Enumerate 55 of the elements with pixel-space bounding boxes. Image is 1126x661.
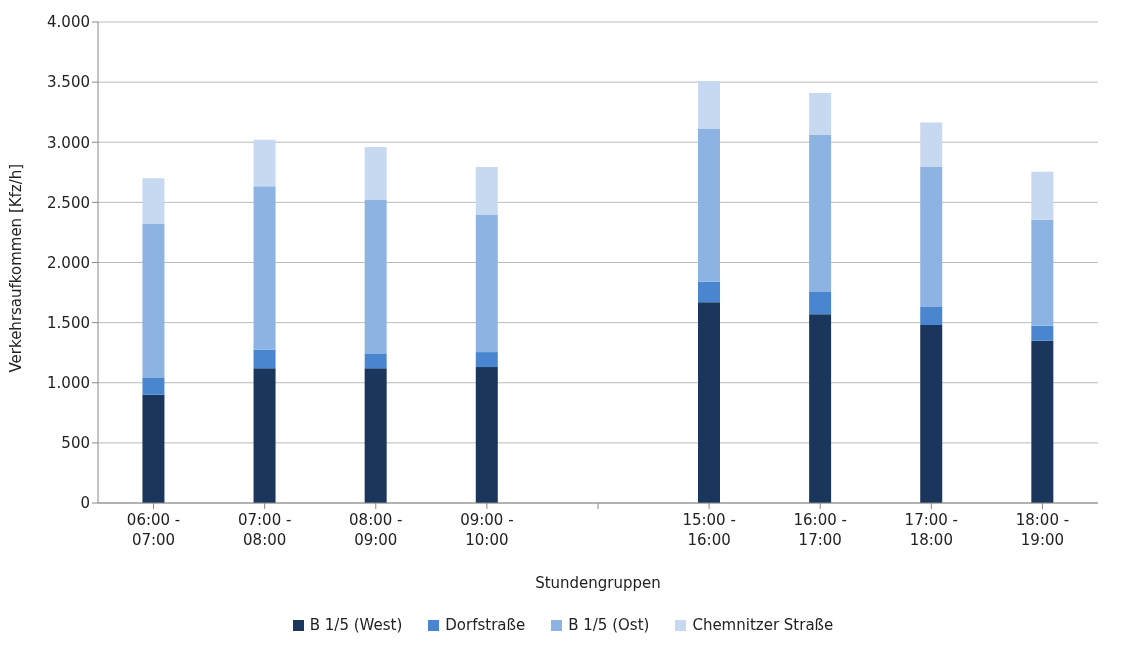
y-tick-label: 3.500	[47, 73, 90, 92]
bar	[698, 80, 720, 130]
bar	[475, 166, 498, 215]
y-tick-label: 1.000	[47, 374, 90, 393]
bar	[698, 281, 720, 303]
bar	[253, 139, 276, 187]
bar	[475, 215, 498, 353]
y-tick-label: 2.000	[47, 253, 90, 272]
bar	[364, 368, 387, 503]
bar	[142, 178, 165, 225]
x-tick-label: 16:00 - 17:00	[793, 511, 847, 549]
bar	[809, 92, 832, 136]
bar	[920, 122, 943, 167]
legend-label: Chemnitzer Straße	[692, 616, 834, 634]
bar	[142, 224, 165, 378]
bar	[253, 186, 276, 350]
bar	[253, 368, 276, 503]
y-tick-label: 500	[61, 434, 90, 453]
bar	[1031, 325, 1054, 341]
x-tick-label: 07:00 - 08:00	[237, 511, 292, 549]
bar	[475, 352, 498, 368]
bar	[920, 306, 943, 326]
bar	[809, 314, 832, 503]
legend-label: B 1/5 (Ost)	[568, 616, 650, 634]
bar	[1031, 219, 1054, 326]
x-tick-label: 09:00 - 10:00	[460, 511, 514, 549]
x-tick-label: 18:00 - 19:00	[1015, 511, 1070, 549]
bar	[920, 325, 943, 503]
y-tick-label: 2.500	[47, 193, 90, 212]
bar	[1031, 171, 1054, 220]
x-tick-label: 06:00 - 07:00	[126, 511, 181, 549]
x-tick-label: 17:00 - 18:00	[904, 511, 959, 549]
bar	[809, 135, 832, 292]
legend-label: B 1/5 (West)	[309, 616, 403, 634]
bar	[253, 349, 276, 369]
bar	[1031, 340, 1054, 503]
y-tick-label: 1.500	[47, 313, 90, 332]
bar	[920, 166, 943, 307]
bar	[142, 377, 165, 395]
y-tick-label: 3.000	[47, 133, 90, 152]
x-tick-label: 15:00 - 16:00	[682, 511, 736, 549]
x-tick-label: 08:00 - 09:00	[349, 511, 403, 549]
bar	[364, 199, 387, 354]
bar	[475, 367, 498, 503]
bar	[809, 291, 832, 315]
y-tick-label: 4.000	[47, 13, 90, 32]
bar	[698, 302, 720, 503]
y-tick-label: 0	[80, 494, 90, 513]
bar	[142, 394, 165, 503]
legend-label: Dorfstraße	[445, 616, 526, 634]
bar	[364, 147, 387, 200]
bar	[698, 129, 720, 282]
x-axis-title: Stundengruppen	[535, 574, 661, 592]
bar	[364, 353, 387, 369]
y-axis-title: Verkehrsaufkommen [Kfz/h]	[7, 163, 26, 373]
